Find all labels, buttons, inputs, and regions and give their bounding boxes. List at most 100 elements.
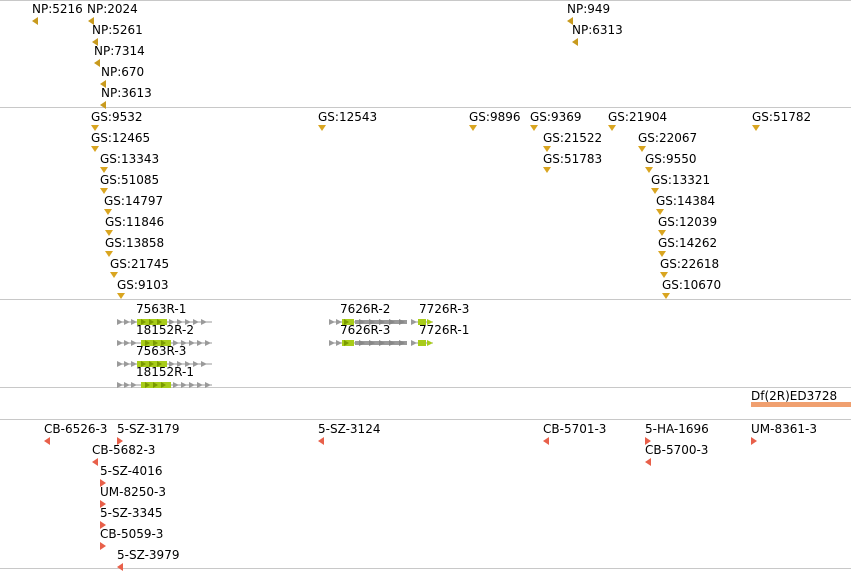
transcript-label: 18152R-1 — [136, 365, 194, 379]
strand-arrow-icon — [105, 230, 113, 236]
feature-label: GS:11846 — [105, 215, 165, 229]
feature-label: GS:9532 — [91, 110, 143, 124]
feature-label: UM-8250-3 — [100, 485, 166, 499]
strand-arrow-icon — [117, 563, 123, 571]
transcript-glyph — [411, 340, 433, 346]
strand-arrow-icon — [660, 272, 668, 278]
transcript-label: 18152R-2 — [136, 323, 194, 337]
feature-label: GS:14384 — [656, 194, 716, 208]
strand-arrow-icon — [658, 251, 666, 257]
strand-arrow-icon — [100, 188, 108, 194]
strand-arrow-icon — [572, 38, 578, 46]
strand-arrow-icon — [117, 293, 125, 299]
transcript-glyph — [117, 361, 212, 367]
strand-arrow-icon — [658, 230, 666, 236]
strand-arrow-icon — [92, 458, 98, 466]
feature-label: NP:949 — [567, 2, 611, 16]
transcript-label: 7626R-2 — [340, 302, 391, 316]
transcript-glyph — [411, 319, 433, 325]
feature-label: NP:670 — [101, 65, 145, 79]
strand-arrow-icon — [44, 437, 50, 445]
feature-label: CB-6526-3 — [44, 422, 108, 436]
transcript-label: 7563R-1 — [136, 302, 187, 316]
feature-label: GS:51783 — [543, 152, 603, 166]
track-separator — [0, 299, 851, 300]
track-separator — [0, 419, 851, 420]
feature-label: 5-SZ-3345 — [100, 506, 163, 520]
feature-label: CB-5701-3 — [543, 422, 607, 436]
feature-label: GS:51085 — [100, 173, 160, 187]
feature-label: GS:12039 — [658, 215, 718, 229]
feature-label: NP:2024 — [87, 2, 138, 16]
feature-label: CB-5682-3 — [92, 443, 156, 457]
feature-label: GS:14262 — [658, 236, 718, 250]
strand-arrow-icon — [608, 125, 616, 131]
strand-arrow-icon — [645, 167, 653, 173]
transcript-glyph — [329, 319, 407, 325]
transcript-glyph — [117, 382, 212, 388]
track-separator — [0, 568, 851, 569]
strand-arrow-icon — [318, 125, 326, 131]
strand-arrow-icon — [100, 542, 106, 550]
transcript-label: 7726R-3 — [419, 302, 470, 316]
strand-arrow-icon — [100, 479, 106, 487]
strand-arrow-icon — [543, 146, 551, 152]
feature-label: NP:7314 — [94, 44, 145, 58]
deletion-feature[interactable]: Df(2R)ED3728 — [751, 389, 851, 409]
feature-label: GS:9103 — [117, 278, 169, 292]
feature-label: UM-8361-3 — [751, 422, 817, 436]
feature-label: NP:3613 — [101, 86, 152, 100]
strand-arrow-icon — [662, 293, 670, 299]
np-track: NP:5216 NP:2024 NP:5261 NP:7314 NP:670 N… — [0, 0, 851, 109]
strand-arrow-icon — [91, 146, 99, 152]
strand-arrow-icon — [645, 458, 651, 466]
feature-label: GS:10670 — [662, 278, 722, 292]
feature-label: GS:13321 — [651, 173, 711, 187]
transcript-glyph — [329, 340, 407, 346]
strand-arrow-icon — [543, 167, 551, 173]
track-separator — [0, 387, 851, 388]
strand-arrow-icon — [100, 500, 106, 508]
feature-label: GS:21904 — [608, 110, 668, 124]
feature-label: GS:12465 — [91, 131, 151, 145]
track-separator — [0, 0, 851, 1]
feature-label: GS:21745 — [110, 257, 170, 271]
feature-label: GS:9550 — [645, 152, 697, 166]
feature-label: GS:14797 — [104, 194, 164, 208]
gs-track: GS:9532 GS:12465 GS:13343 GS:51085 GS:14… — [0, 108, 851, 299]
feature-label: NP:5216 — [32, 2, 83, 16]
strand-arrow-icon — [105, 251, 113, 257]
transcript-glyph — [117, 319, 212, 325]
feature-label: GS:13343 — [100, 152, 160, 166]
feature-label: GS:21522 — [543, 131, 603, 145]
transcript-glyph — [117, 340, 212, 346]
insertion-track: CB-6526-3 5-SZ-3179 CB-5682-3 5-SZ-4016 … — [0, 420, 851, 571]
strand-arrow-icon — [100, 101, 106, 109]
strand-arrow-icon — [104, 209, 112, 215]
feature-label: 5-SZ-3979 — [117, 548, 180, 562]
strand-arrow-icon — [751, 437, 757, 445]
deletion-label: Df(2R)ED3728 — [751, 389, 838, 403]
feature-label: GS:22067 — [638, 131, 698, 145]
strand-arrow-icon — [567, 17, 573, 25]
deletion-bar — [751, 402, 851, 407]
strand-arrow-icon — [543, 437, 549, 445]
strand-arrow-icon — [91, 125, 99, 131]
feature-label: NP:5261 — [92, 23, 143, 37]
track-separator — [0, 107, 851, 108]
feature-label: GS:9896 — [469, 110, 521, 124]
strand-arrow-icon — [530, 125, 538, 131]
strand-arrow-icon — [32, 17, 38, 25]
feature-label: GS:9369 — [530, 110, 582, 124]
deletion-track: Df(2R)ED3728 — [0, 388, 851, 419]
feature-label: 5-SZ-3179 — [117, 422, 180, 436]
strand-arrow-icon — [100, 80, 106, 88]
transcript-track: 7563R-1 18152R-2 7563R-3 18152R-1 — [0, 300, 851, 388]
strand-arrow-icon — [110, 272, 118, 278]
strand-arrow-icon — [100, 521, 106, 529]
transcript-label: 7563R-3 — [136, 344, 187, 358]
strand-arrow-icon — [92, 38, 98, 46]
strand-arrow-icon — [117, 437, 123, 445]
feature-label: CB-5059-3 — [100, 527, 164, 541]
feature-label: CB-5700-3 — [645, 443, 709, 457]
